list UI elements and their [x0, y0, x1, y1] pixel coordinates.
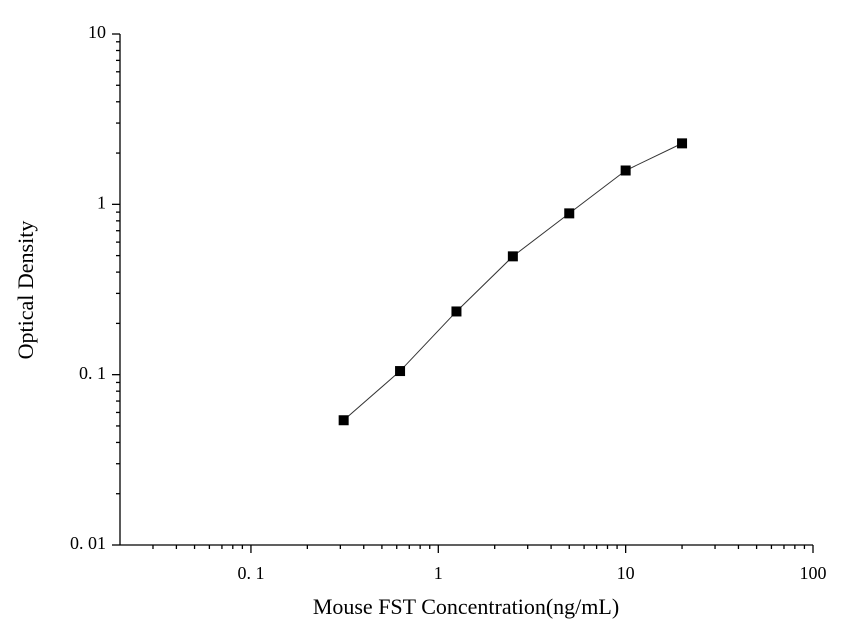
- point: [620, 165, 631, 176]
- y-axis-title: Optical Density: [13, 221, 38, 360]
- y-tick-label: 10: [88, 22, 106, 42]
- point: [395, 366, 406, 377]
- x-axis-title: Mouse FST Concentration(ng/mL): [313, 594, 619, 619]
- y-tick-label: 0. 01: [70, 533, 106, 553]
- point: [507, 251, 518, 262]
- x-tick-label: 10: [617, 563, 635, 583]
- point: [677, 138, 688, 149]
- x-tick-label: 1: [434, 563, 443, 583]
- x-tick-label: 100: [800, 563, 827, 583]
- point: [451, 306, 462, 317]
- y-tick-label: 0. 1: [79, 363, 106, 383]
- point: [564, 208, 575, 219]
- line: [343, 142, 683, 421]
- x-tick-label: 0. 1: [237, 563, 264, 583]
- y-tick-label: 1: [97, 192, 106, 212]
- point: [338, 415, 349, 426]
